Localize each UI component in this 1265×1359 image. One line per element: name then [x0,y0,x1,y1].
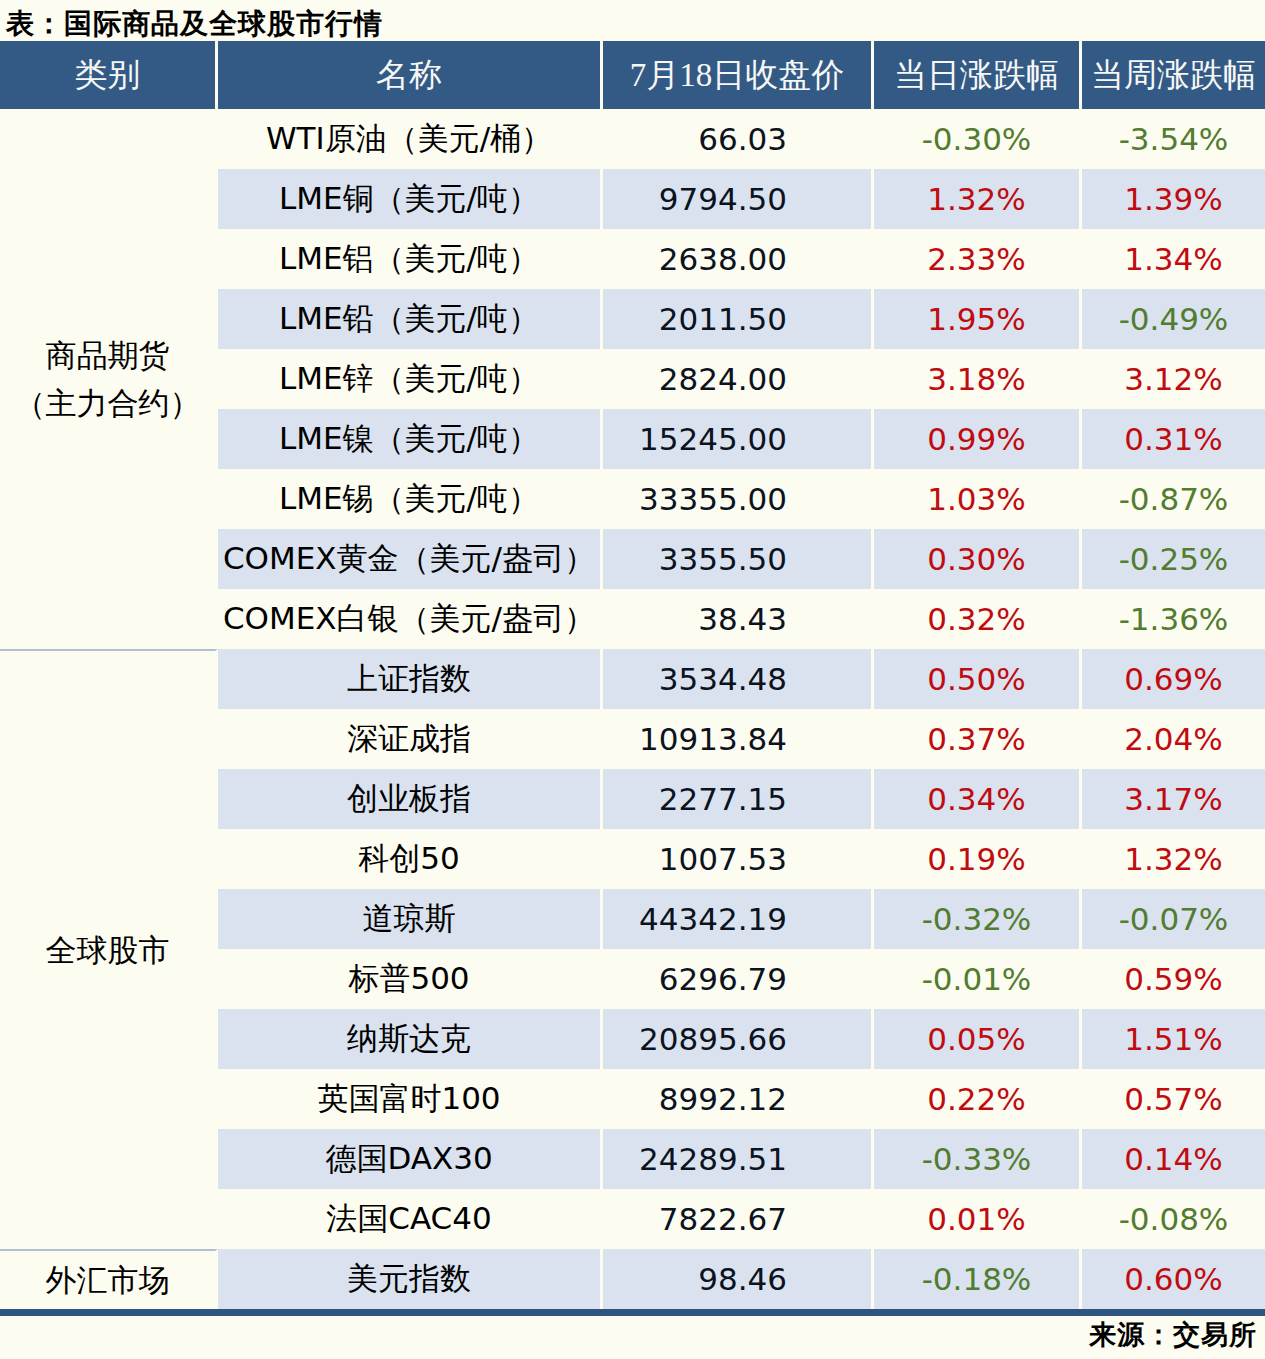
price-cell: 8992.12 [603,1069,874,1129]
market-quotes-page: 表：国际商品及全球股市行情 类别 名称 7月18日收盘价 当日涨跌幅 当周涨跌幅… [0,0,1265,1359]
name-cell: COMEX黄金（美元/盎司） [218,529,603,589]
day-change-cell: 0.30% [874,529,1082,589]
week-change-cell: 1.51% [1082,1009,1265,1069]
day-change-cell: 1.32% [874,169,1082,229]
price-cell: 24289.51 [603,1129,874,1189]
name-cell: 美元指数 [218,1249,603,1309]
day-change-cell: -0.30% [874,109,1082,169]
name-cell: LME铜（美元/吨） [218,169,603,229]
week-change-cell: 3.12% [1082,349,1265,409]
header-category: 类别 [0,41,218,109]
week-change-cell: 2.04% [1082,709,1265,769]
day-change-cell: -0.33% [874,1129,1082,1189]
day-change-cell: 0.22% [874,1069,1082,1129]
table-row: 商品期货 （主力合约）WTI原油（美元/桶）66.03-0.30%-3.54% [0,109,1265,169]
day-change-cell: 0.01% [874,1189,1082,1249]
price-cell: 38.43 [603,589,874,649]
day-change-cell: 0.32% [874,589,1082,649]
name-cell: LME铝（美元/吨） [218,229,603,289]
price-cell: 9794.50 [603,169,874,229]
name-cell: LME铅（美元/吨） [218,289,603,349]
price-cell: 20895.66 [603,1009,874,1069]
name-cell: WTI原油（美元/桶） [218,109,603,169]
header-close-price: 7月18日收盘价 [603,41,874,109]
price-cell: 3534.48 [603,649,874,709]
day-change-cell: 1.03% [874,469,1082,529]
name-cell: COMEX白银（美元/盎司） [218,589,603,649]
price-cell: 7822.67 [603,1189,874,1249]
price-cell: 3355.50 [603,529,874,589]
price-cell: 2638.00 [603,229,874,289]
name-cell: 创业板指 [218,769,603,829]
week-change-cell: 0.57% [1082,1069,1265,1129]
source-note: 来源：交易所 [0,1316,1265,1354]
day-change-cell: 0.99% [874,409,1082,469]
day-change-cell: -0.32% [874,889,1082,949]
table-row: 外汇市场美元指数98.46-0.18%0.60% [0,1249,1265,1309]
name-cell: 道琼斯 [218,889,603,949]
name-cell: 纳斯达克 [218,1009,603,1069]
category-cell: 商品期货 （主力合约） [0,109,218,649]
header-row: 类别 名称 7月18日收盘价 当日涨跌幅 当周涨跌幅 [0,41,1265,109]
name-cell: 科创50 [218,829,603,889]
category-cell: 全球股市 [0,649,218,1249]
week-change-cell: -0.07% [1082,889,1265,949]
week-change-cell: -0.49% [1082,289,1265,349]
day-change-cell: 0.05% [874,1009,1082,1069]
day-change-cell: -0.18% [874,1249,1082,1309]
day-change-cell: 3.18% [874,349,1082,409]
table-row: 全球股市上证指数3534.480.50%0.69% [0,649,1265,709]
week-change-cell: 0.31% [1082,409,1265,469]
day-change-cell: -0.01% [874,949,1082,1009]
price-cell: 2277.15 [603,769,874,829]
price-cell: 1007.53 [603,829,874,889]
price-cell: 33355.00 [603,469,874,529]
price-cell: 15245.00 [603,409,874,469]
name-cell: 深证成指 [218,709,603,769]
header-day-change: 当日涨跌幅 [874,41,1082,109]
price-cell: 44342.19 [603,889,874,949]
name-cell: 法国CAC40 [218,1189,603,1249]
week-change-cell: 0.69% [1082,649,1265,709]
name-cell: 英国富时100 [218,1069,603,1129]
name-cell: LME镍（美元/吨） [218,409,603,469]
day-change-cell: 0.19% [874,829,1082,889]
week-change-cell: -3.54% [1082,109,1265,169]
page-title: 表：国际商品及全球股市行情 [0,0,1265,41]
week-change-cell: -0.08% [1082,1189,1265,1249]
header-week-change: 当周涨跌幅 [1082,41,1265,109]
week-change-cell: -0.87% [1082,469,1265,529]
day-change-cell: 0.50% [874,649,1082,709]
week-change-cell: 3.17% [1082,769,1265,829]
day-change-cell: 0.37% [874,709,1082,769]
price-cell: 6296.79 [603,949,874,1009]
week-change-cell: 0.59% [1082,949,1265,1009]
day-change-cell: 2.33% [874,229,1082,289]
week-change-cell: 1.39% [1082,169,1265,229]
week-change-cell: 0.14% [1082,1129,1265,1189]
day-change-cell: 1.95% [874,289,1082,349]
name-cell: 德国DAX30 [218,1129,603,1189]
name-cell: LME锡（美元/吨） [218,469,603,529]
day-change-cell: 0.34% [874,769,1082,829]
week-change-cell: -0.25% [1082,529,1265,589]
price-cell: 2824.00 [603,349,874,409]
name-cell: LME锌（美元/吨） [218,349,603,409]
name-cell: 标普500 [218,949,603,1009]
header-name: 名称 [218,41,603,109]
price-cell: 98.46 [603,1249,874,1309]
name-cell: 上证指数 [218,649,603,709]
price-cell: 66.03 [603,109,874,169]
category-cell: 外汇市场 [0,1249,218,1309]
price-cell: 10913.84 [603,709,874,769]
week-change-cell: -1.36% [1082,589,1265,649]
week-change-cell: 0.60% [1082,1249,1265,1309]
quotes-table: 类别 名称 7月18日收盘价 当日涨跌幅 当周涨跌幅 商品期货 （主力合约）WT… [0,41,1265,1309]
bottom-rule [0,1309,1265,1316]
week-change-cell: 1.34% [1082,229,1265,289]
price-cell: 2011.50 [603,289,874,349]
week-change-cell: 1.32% [1082,829,1265,889]
